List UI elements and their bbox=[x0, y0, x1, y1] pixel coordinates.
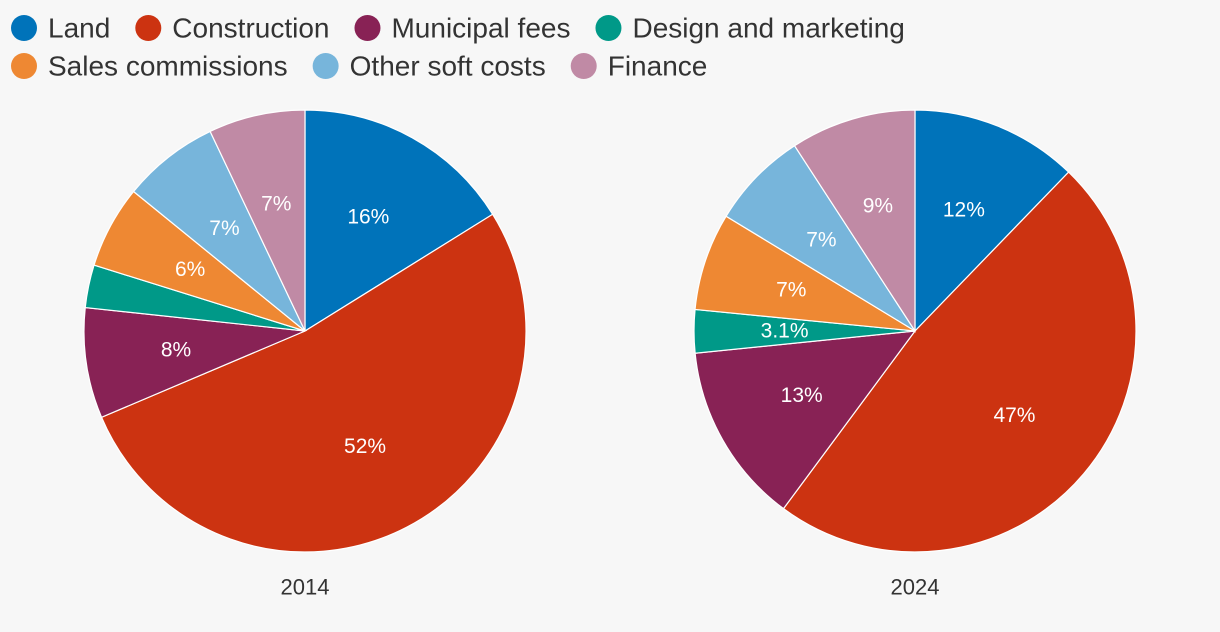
legend-item-design-and-marketing[interactable]: Design and marketing bbox=[595, 13, 905, 44]
legend-label: Sales commissions bbox=[48, 51, 288, 82]
slice-2014-finance[interactable] bbox=[209, 109, 306, 332]
pie-title: 2014 bbox=[281, 575, 330, 600]
legend-label: Finance bbox=[608, 51, 708, 82]
pie-2024: 12% 47% 13% 3.1% 7% 7% 9% 2024 bbox=[693, 109, 1137, 600]
slice-2014-land[interactable] bbox=[304, 109, 494, 333]
legend-swatch bbox=[354, 15, 381, 41]
slice-label: 9% bbox=[863, 194, 893, 217]
slice-label: 8% bbox=[161, 339, 191, 362]
slice-label: 12% bbox=[943, 199, 985, 222]
slice-2014-construction[interactable] bbox=[100, 213, 527, 553]
legend-swatch bbox=[11, 53, 37, 79]
slice-2024-land[interactable] bbox=[914, 109, 1070, 333]
slice-label: 16% bbox=[347, 206, 389, 229]
legend-swatch bbox=[11, 15, 37, 41]
chart-legend: Land Construction Municipal fees Design and… bbox=[11, 13, 905, 82]
legend-item-land[interactable]: Land bbox=[11, 13, 110, 44]
slice-2024-finance[interactable] bbox=[793, 109, 916, 334]
slice-label: 3.1% bbox=[761, 320, 809, 343]
legend-label: Municipal fees bbox=[391, 13, 570, 44]
legend-label: Other soft costs bbox=[350, 51, 546, 82]
legend-swatch bbox=[135, 15, 162, 41]
legend-swatch bbox=[312, 53, 339, 79]
slice-label: 7% bbox=[806, 229, 836, 252]
slice-label: 6% bbox=[175, 258, 205, 281]
legend-item-construction[interactable]: Construction bbox=[135, 13, 329, 44]
slice-label: 13% bbox=[781, 384, 823, 407]
slice-label: 7% bbox=[261, 192, 291, 215]
slice-label: 7% bbox=[209, 217, 239, 240]
slice-label: 52% bbox=[344, 435, 386, 458]
pie-title: 2024 bbox=[891, 575, 940, 600]
slice-2024-construction[interactable] bbox=[782, 171, 1137, 553]
legend-swatch bbox=[595, 15, 622, 41]
legend-item-finance[interactable]: Finance bbox=[570, 51, 708, 82]
legend-label: Design and marketing bbox=[632, 13, 904, 44]
pie-charts: 16%52%8%6%7%7%201412%47%13%3.1%7%7%9%202… bbox=[83, 109, 1137, 600]
legend-swatch bbox=[570, 53, 597, 79]
legend-item-municipal-fees[interactable]: Municipal fees bbox=[354, 13, 570, 44]
slice-label: 47% bbox=[993, 404, 1035, 427]
slice-label: 7% bbox=[776, 278, 806, 301]
legend-item-sales-commissions[interactable]: Sales commissions bbox=[11, 51, 288, 82]
slice-2024-municipal-fees[interactable] bbox=[694, 330, 917, 510]
pie-2014: 16%52%8%6%7%7%2014 bbox=[83, 109, 527, 600]
legend-label: Construction bbox=[172, 13, 329, 44]
slice-2014-municipal-fees[interactable] bbox=[83, 306, 308, 419]
legend-label: Land bbox=[48, 13, 110, 44]
legend-item-other-soft-costs[interactable]: Other soft costs bbox=[312, 51, 546, 82]
